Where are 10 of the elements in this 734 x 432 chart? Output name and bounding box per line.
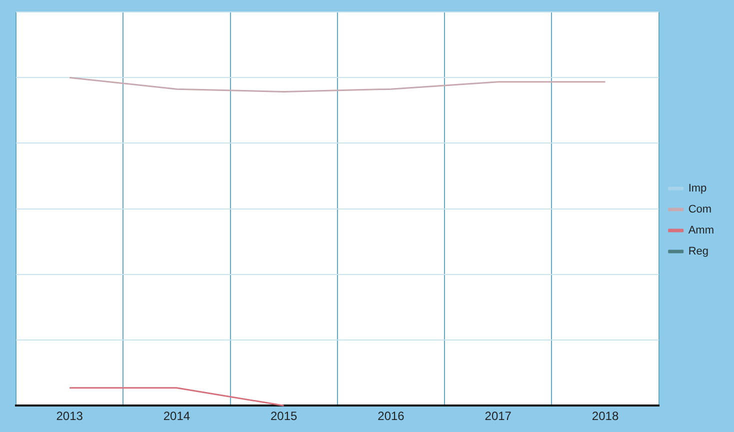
legend-label: Reg [688,246,709,258]
legend-label: Com [688,204,712,216]
x-tick-label: 2016 [378,409,405,424]
x-tick-label: 2018 [592,409,619,424]
x-tick-label: 2014 [163,409,190,424]
x-tick-label: 2017 [484,409,512,424]
legend-label: Amm [688,224,714,237]
legend-label: Imp [688,182,707,195]
x-tick-label: 2013 [56,409,84,424]
x-tick-label: 2015 [270,409,298,424]
